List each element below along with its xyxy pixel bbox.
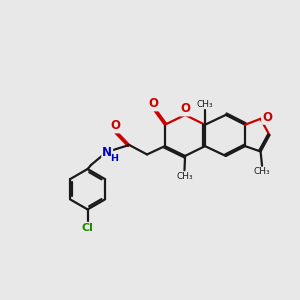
Text: N: N: [102, 146, 112, 159]
Text: O: O: [262, 111, 272, 124]
Text: Cl: Cl: [82, 223, 94, 233]
Text: CH₃: CH₃: [176, 172, 193, 181]
Text: O: O: [148, 98, 159, 110]
Text: O: O: [110, 119, 120, 132]
Text: CH₃: CH₃: [254, 167, 270, 176]
Text: O: O: [180, 103, 190, 116]
Text: CH₃: CH₃: [197, 100, 213, 109]
Text: H: H: [110, 154, 118, 163]
